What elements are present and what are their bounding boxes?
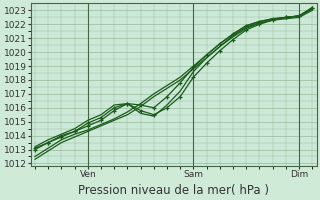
X-axis label: Pression niveau de la mer( hPa ): Pression niveau de la mer( hPa ) (78, 184, 269, 197)
